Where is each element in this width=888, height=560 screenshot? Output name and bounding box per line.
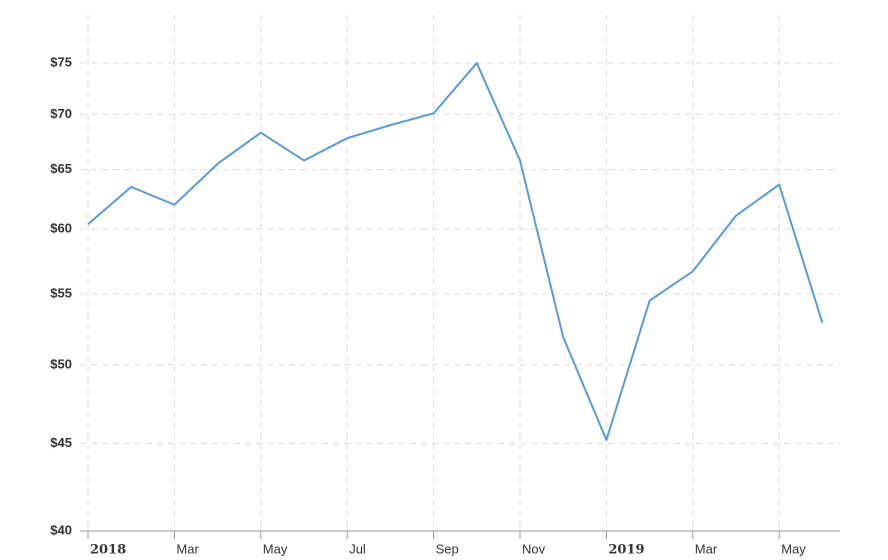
x-tick-label: Nov — [522, 541, 546, 556]
x-tick-label: 2018 — [90, 543, 126, 558]
y-tick-label: $50 — [50, 356, 72, 371]
y-tick-label: $55 — [50, 285, 72, 300]
x-tick-label: Mar — [695, 541, 718, 556]
y-tick-label: $70 — [50, 106, 72, 121]
x-tick-label: Jul — [349, 541, 366, 556]
y-tick-label: $45 — [50, 435, 72, 450]
x-tick-label: Sep — [436, 541, 459, 556]
x-tick-label: May — [263, 541, 288, 556]
y-tick-label: $40 — [50, 522, 72, 537]
x-tick-label: 2019 — [608, 543, 644, 558]
y-tick-label: $60 — [50, 221, 72, 236]
y-tick-label: $75 — [50, 54, 72, 69]
x-tick-label: Mar — [176, 541, 199, 556]
x-tick-label: May — [781, 541, 806, 556]
y-tick-label: $65 — [50, 161, 72, 176]
price-line — [87, 62, 824, 442]
